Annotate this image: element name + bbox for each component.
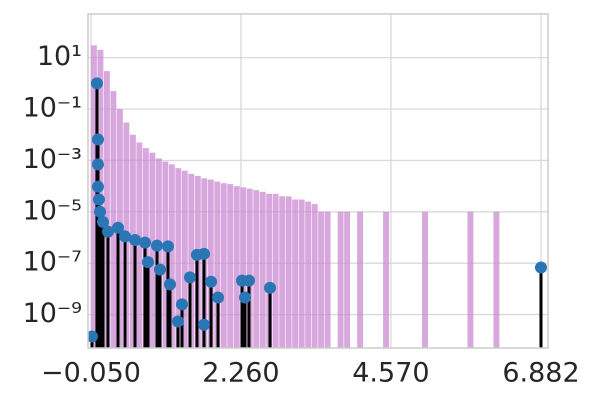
histogram-bar (246, 188, 253, 348)
histogram-bar (155, 158, 162, 348)
x-tick-label: 4.570 (352, 358, 429, 389)
stem-marker (163, 278, 176, 291)
histogram-bar (188, 173, 195, 348)
stem-marker (153, 263, 166, 276)
stem-marker (101, 225, 114, 238)
histogram-bar (207, 179, 214, 348)
histogram-bar (311, 204, 318, 348)
stem-marker (242, 274, 255, 287)
stem-marker (212, 291, 225, 304)
histogram-bar (292, 199, 299, 348)
stem-marker (239, 291, 252, 304)
stem-marker (175, 298, 188, 311)
stem-marker (91, 180, 104, 193)
histogram-bar (383, 211, 390, 348)
stem-marker (119, 230, 132, 243)
histogram-bar (220, 183, 227, 348)
stem-marker (138, 236, 151, 249)
stem-marker (198, 247, 211, 260)
histogram-bar (136, 142, 143, 348)
histogram-bar (181, 170, 188, 348)
histogram-bar (214, 181, 221, 348)
stem-marker (128, 233, 141, 246)
histogram-bar (279, 196, 286, 348)
histogram-bar (305, 201, 312, 348)
stem-marker (91, 133, 104, 146)
histogram-bar (227, 184, 234, 348)
stem-marker (171, 315, 184, 328)
histogram-bar (175, 168, 182, 348)
y-tick-label: 10⁻⁷ (23, 247, 82, 278)
x-tick-label: 2.260 (202, 358, 279, 389)
histogram-bar (103, 71, 110, 348)
stem-marker (96, 216, 109, 229)
stem-marker (534, 261, 547, 274)
stem-marker (141, 256, 154, 269)
histogram-bar (493, 211, 500, 348)
histogram-bar (422, 211, 428, 348)
stem-marker (88, 330, 98, 343)
y-tick-label: 10⁻⁹ (23, 298, 82, 329)
histogram-bar (324, 211, 331, 348)
histogram-bar (285, 196, 292, 348)
stem-marker (111, 221, 124, 234)
histogram-bar (266, 193, 273, 348)
histogram-bar (233, 186, 240, 348)
stem-marker (198, 318, 211, 331)
histogram-bar (253, 190, 260, 348)
plot-layer (88, 45, 547, 348)
plot-frame (87, 13, 549, 349)
x-tick-label: −0.050 (41, 358, 141, 389)
stem-marker (264, 281, 277, 294)
stem-marker (151, 239, 164, 252)
histogram-bar (337, 211, 344, 348)
stem-marker (161, 240, 174, 253)
histogram-bar (149, 152, 156, 348)
stem-marker (94, 205, 107, 218)
histogram-bar (162, 161, 169, 348)
histogram-bar (272, 193, 279, 348)
stem-marker (91, 158, 104, 171)
histogram-bar (240, 187, 247, 348)
stem-marker (205, 275, 218, 288)
histogram-bar (168, 164, 175, 348)
stem-marker (90, 77, 103, 90)
stem-marker (92, 193, 105, 206)
histogram-bar (467, 211, 474, 348)
histogram-bar (344, 211, 351, 348)
y-tick-label: 10⁻³ (23, 144, 82, 175)
x-tick-label: 6.882 (502, 358, 579, 389)
y-tick-label: 10⁻⁵ (23, 195, 82, 226)
histogram-bar (259, 191, 266, 348)
histogram-bar (357, 211, 364, 348)
histogram-bar (298, 199, 305, 348)
histogram-bar (318, 211, 325, 348)
y-tick-label: 10¹ (37, 41, 82, 72)
stem-marker (183, 271, 196, 284)
histogram-bar (110, 91, 117, 348)
y-tick-label: 10⁻¹ (23, 93, 82, 124)
